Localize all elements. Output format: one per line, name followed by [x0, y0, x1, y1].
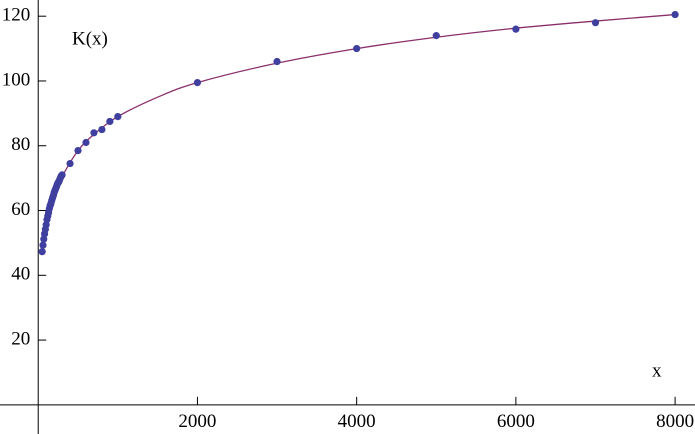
- y-axis-label: K(x): [72, 28, 108, 49]
- y-tick-label: 80: [11, 134, 30, 155]
- data-point: [82, 138, 90, 147]
- data-point: [193, 78, 202, 87]
- data-point: [74, 147, 82, 155]
- x-tick-label: 4000: [338, 411, 376, 432]
- data-point: [39, 241, 47, 249]
- data-point: [353, 44, 361, 53]
- data-point: [38, 248, 46, 256]
- x-tick-label: 2000: [178, 411, 216, 432]
- y-tick-label: 120: [2, 5, 31, 26]
- data-point: [591, 19, 600, 27]
- data-point: [512, 25, 520, 33]
- y-tick-label: 20: [11, 328, 30, 349]
- data-point: [90, 129, 98, 137]
- data-point: [66, 159, 74, 168]
- data-point: [106, 117, 114, 126]
- data-point: [98, 125, 106, 134]
- x-tick-label: 8000: [656, 411, 694, 432]
- data-point: [671, 10, 679, 19]
- x-axis-label: x: [652, 360, 662, 381]
- y-tick-label: 100: [2, 69, 31, 90]
- data-point: [114, 112, 122, 121]
- y-tick-label: 40: [11, 264, 30, 285]
- x-tick-label: 6000: [497, 411, 535, 432]
- data-point: [58, 171, 66, 179]
- y-tick-label: 60: [11, 199, 30, 220]
- data-point: [432, 32, 440, 40]
- data-point: [273, 57, 281, 66]
